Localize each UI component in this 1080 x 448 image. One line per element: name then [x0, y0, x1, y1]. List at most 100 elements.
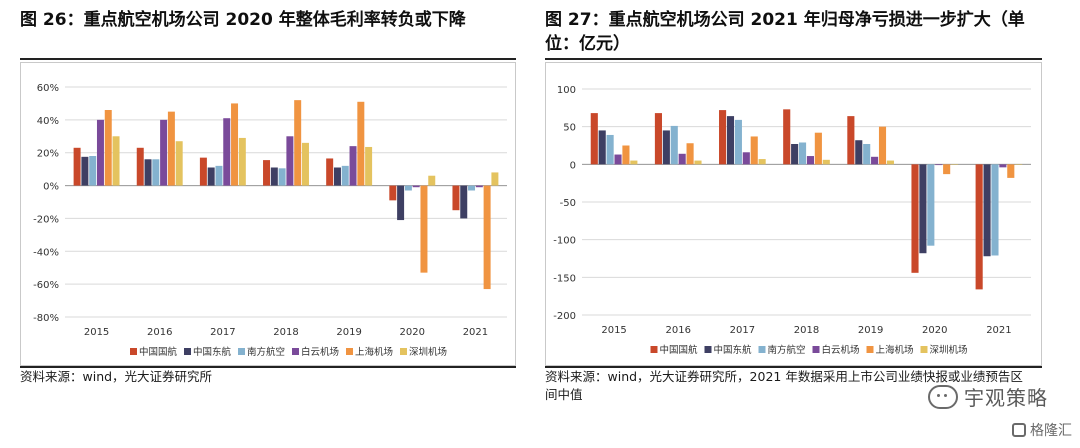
bar: [365, 146, 373, 186]
bar: [397, 185, 405, 221]
bar: [719, 110, 727, 165]
right-figure: 图 27：重点航空机场公司 2021 年归母净亏损进一步扩大（单位：亿元） -2…: [545, 0, 1042, 448]
bar: [167, 111, 175, 186]
y-tick-label: 20%: [37, 149, 59, 160]
legend-label: 中国国航: [660, 344, 699, 356]
bar: [975, 164, 983, 290]
source-rule: [20, 366, 516, 368]
y-tick-label: -80%: [33, 313, 59, 324]
bar: [726, 116, 735, 165]
y-tick-label: 0%: [43, 182, 59, 193]
legend-label: 中国东航: [193, 346, 232, 358]
bar: [412, 185, 420, 188]
bar: [207, 167, 215, 186]
bar: [333, 167, 341, 186]
bar: [822, 159, 830, 165]
bar: [1015, 164, 1023, 165]
bar: [911, 164, 919, 273]
source-note-27: 资料来源：wind，光大证券研究所，2021 年数据采用上市公司业绩快报或业绩预…: [545, 369, 1023, 402]
x-tick-label: 2016: [665, 325, 690, 336]
y-tick-label: 100: [557, 85, 576, 96]
bar: [750, 136, 758, 165]
bar: [798, 142, 807, 165]
bar: [919, 164, 927, 254]
bar: [791, 143, 799, 165]
bar: [89, 156, 97, 186]
bar: [878, 126, 887, 165]
bar: [270, 167, 278, 186]
bar: [783, 109, 791, 165]
net-loss-chart: -200 -150 -100 -50 0 50 100 2015 2016 2017 2018 201…: [553, 85, 1031, 356]
bar: [468, 185, 476, 191]
bar: [983, 164, 991, 257]
left-figure: 图 26：重点航空机场公司 2020 年整体毛利率转负或下降 -80% -60% -…: [20, 0, 516, 448]
bar: [654, 113, 662, 165]
y-tick-label: -150: [553, 273, 576, 284]
bar: [491, 172, 499, 186]
legend-swatch: [184, 348, 191, 355]
x-tick-label: 2021: [463, 327, 488, 338]
bar: [160, 119, 168, 186]
bar: [622, 145, 630, 165]
bar: [294, 100, 302, 186]
bar: [199, 157, 207, 186]
legend-swatch: [650, 346, 658, 353]
bar: [326, 158, 334, 186]
y-tick-label: -200: [553, 311, 576, 322]
bar: [349, 146, 357, 186]
y-tick-label: -60%: [33, 280, 59, 291]
bar: [886, 160, 894, 165]
bar: [590, 113, 598, 165]
bar: [112, 136, 120, 186]
x-tick-label: 2018: [273, 327, 298, 338]
bar: [1007, 164, 1015, 178]
bar: [144, 159, 152, 186]
title-rule: [545, 58, 1042, 60]
bar: [136, 147, 144, 186]
y-tick-label: 40%: [37, 116, 59, 127]
legend-label: 上海机场: [355, 346, 393, 358]
bar: [96, 119, 104, 186]
bar: [483, 185, 491, 290]
legend-label: 上海机场: [876, 344, 914, 356]
bar: [152, 159, 160, 186]
bar: [389, 185, 397, 201]
bar: [420, 185, 428, 273]
legend-label: 中国国航: [139, 346, 178, 358]
legend-swatch: [812, 346, 820, 353]
gelonghui-icon: [1012, 423, 1026, 437]
x-tick-label: 2015: [84, 327, 109, 338]
y-tick-label: 60%: [37, 83, 59, 94]
bar: [951, 164, 959, 165]
gross-margin-chart: -80% -60% -40% -20% 0% 20% 40% 60% 2015 2016 2017 2…: [33, 83, 507, 358]
bar: [301, 142, 309, 186]
x-tick-label: 2021: [986, 325, 1011, 336]
x-tick-label: 2019: [858, 325, 883, 336]
legend-swatch: [866, 346, 874, 353]
bar: [935, 164, 943, 166]
bar: [175, 141, 183, 186]
x-tick-label: 2019: [336, 327, 361, 338]
bar: [662, 130, 670, 165]
bar: [686, 143, 694, 165]
legend-swatch: [292, 348, 299, 355]
x-tick-label: 2017: [730, 325, 755, 336]
y-tick-label: 50: [563, 123, 576, 134]
bar: [404, 185, 412, 191]
bar: [460, 185, 468, 219]
bar: [734, 119, 742, 165]
x-tick-label: 2020: [400, 327, 425, 338]
bar: [341, 165, 349, 186]
bar: [606, 134, 614, 165]
figure-27-title: 图 27：重点航空机场公司 2021 年归母净亏损进一步扩大（单位：亿元）: [545, 10, 1025, 54]
bar: [263, 160, 271, 186]
legend-label: 深圳机场: [930, 344, 968, 356]
legend-swatch: [400, 348, 407, 355]
x-tick-label: 2017: [210, 327, 235, 338]
x-tick-label: 2020: [922, 325, 947, 336]
bar: [678, 153, 686, 165]
y-tick-label: 0: [570, 160, 576, 171]
bar: [614, 154, 622, 165]
bar: [630, 160, 638, 165]
bar: [223, 118, 231, 186]
